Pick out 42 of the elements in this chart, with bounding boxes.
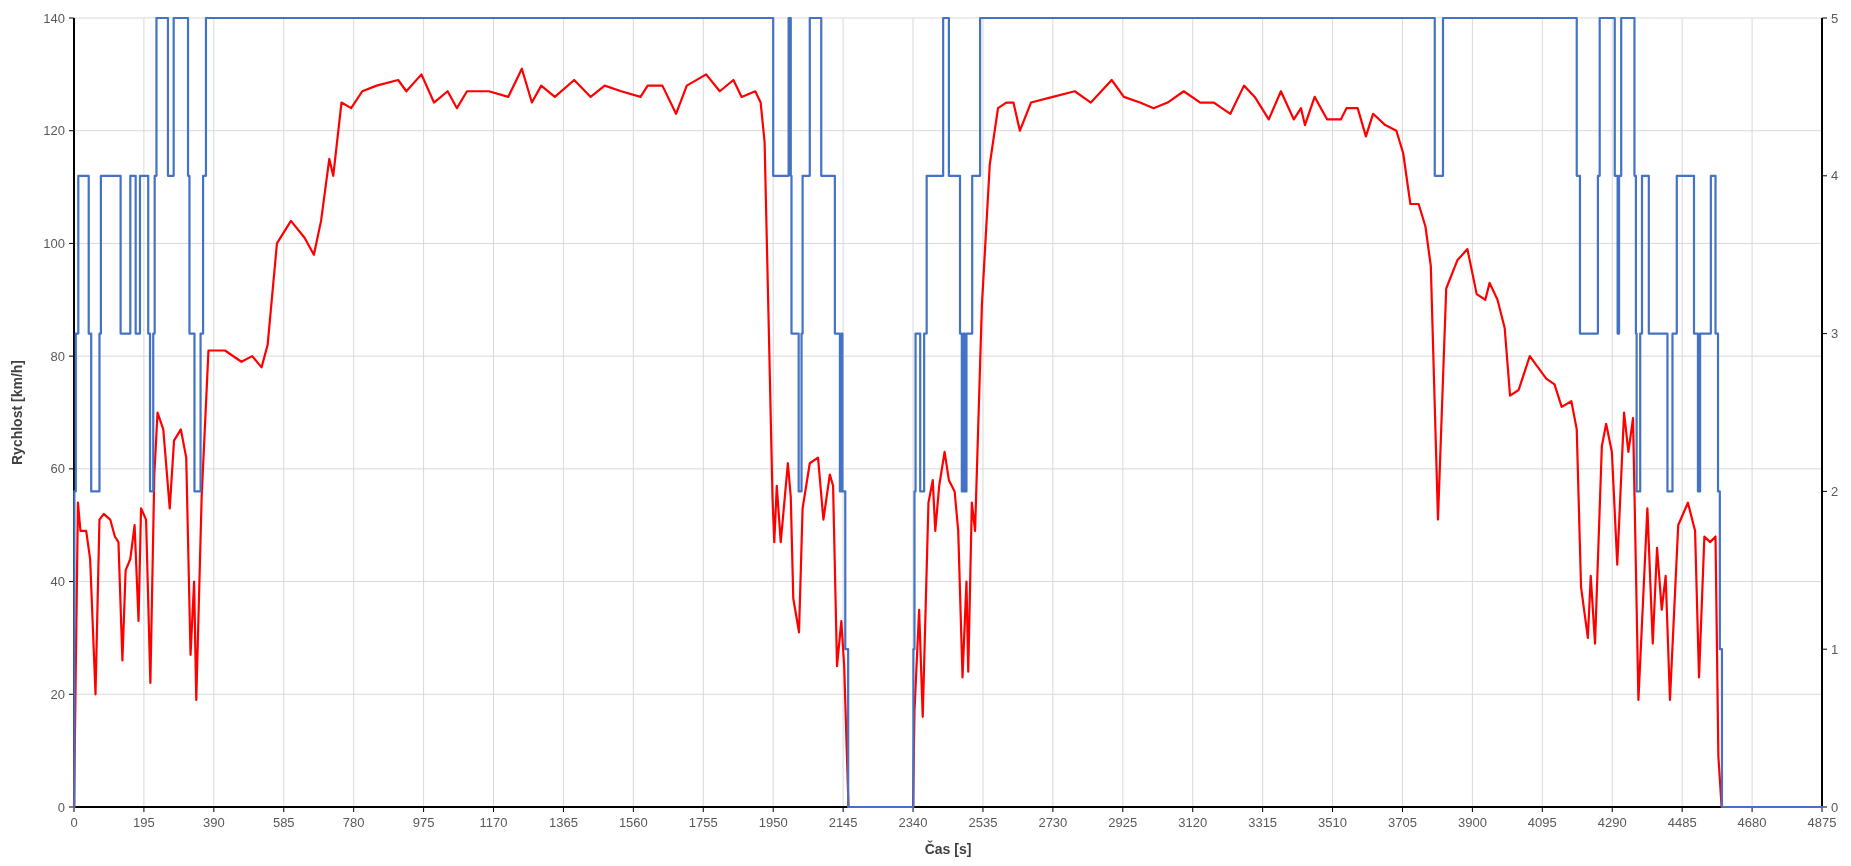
x-tick-label: 2730 [1038,815,1068,830]
y-tick-label: 0 [57,799,65,815]
x-tick-label: 975 [412,815,435,830]
x-axis-title: Čas [s] [924,840,972,857]
x-tick-label: 585 [272,815,295,830]
y-tick-label: 60 [50,461,65,477]
x-tick-label: 4095 [1527,815,1557,830]
y2-tick-label: 0 [1831,799,1839,815]
x-tick-label: 1755 [688,815,718,830]
x-tick-label: 3315 [1248,815,1278,830]
y2-tick-label: 4 [1831,168,1839,184]
x-tick-label: 2340 [898,815,928,830]
x-tick-label: 3705 [1388,815,1417,830]
y2-tick-label: 3 [1831,326,1839,342]
x-tick-label: 3900 [1457,815,1487,830]
y-tick-label: 20 [50,686,65,702]
y-tick-label: 140 [43,10,65,26]
x-tick-label: 4485 [1667,815,1697,830]
x-tick-label: 4680 [1737,815,1767,830]
x-tick-label: 1170 [479,815,508,830]
y-axis-title: Rychlost [km/h] [9,359,25,466]
x-tick-label: 2925 [1108,815,1138,830]
x-tick-label: 2535 [968,815,998,830]
x-tick-label: 780 [342,815,365,830]
x-tick-label: 1560 [618,815,648,830]
y2-tick-label: 1 [1831,641,1839,657]
y2-tick-label: 2 [1831,483,1839,499]
x-tick-label: 195 [133,815,155,830]
x-tick-label: 390 [202,815,225,830]
x-tick-label: 4290 [1597,815,1627,830]
y-tick-label: 80 [50,348,65,364]
x-tick-label: 3120 [1178,815,1208,830]
x-tick-label: 1365 [548,815,578,830]
x-tick-label: 2145 [828,815,858,830]
x-tick-label: 1950 [758,815,788,830]
y2-tick-label: 5 [1831,10,1839,26]
x-tick-label: 0 [70,815,78,830]
y-tick-label: 120 [43,123,65,139]
y-tick-label: 100 [43,235,65,251]
x-tick-label: 3510 [1318,815,1348,830]
y-tick-label: 40 [50,574,65,590]
x-tick-label: 4875 [1807,815,1837,830]
